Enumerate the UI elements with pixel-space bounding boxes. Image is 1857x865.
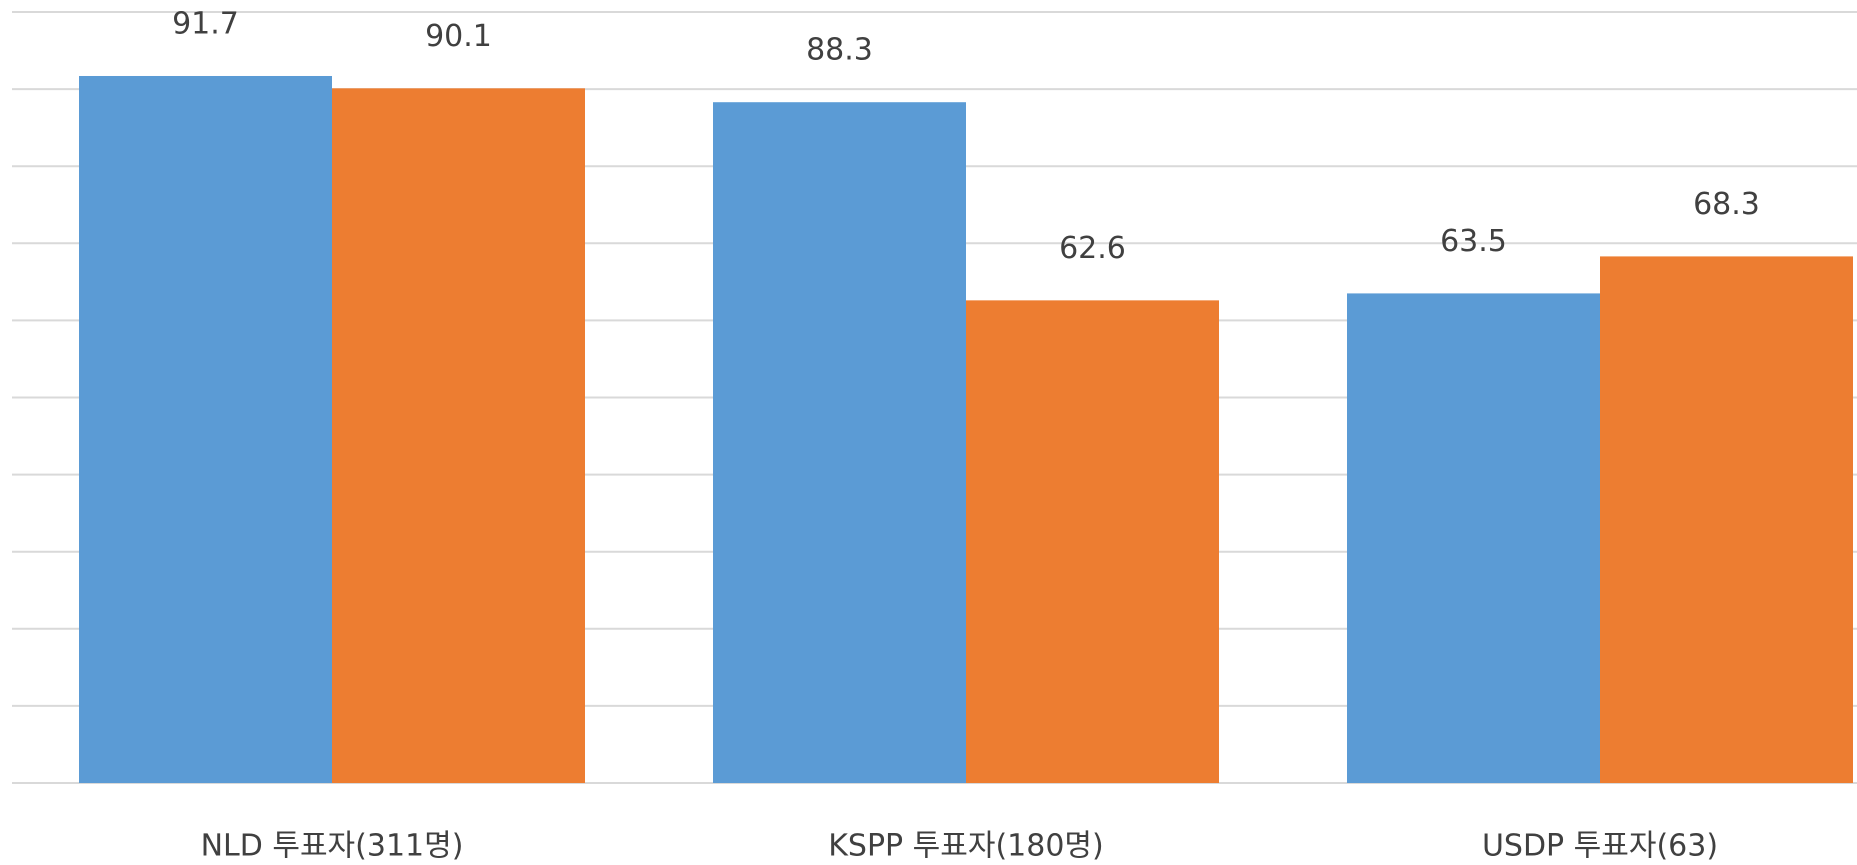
x-tick-label: KSPP 투표자(180명) [828, 829, 1104, 864]
x-tick-label: USDP 투표자(63) [1482, 829, 1718, 864]
bar [1600, 256, 1853, 784]
bar [966, 300, 1219, 783]
bar [713, 102, 966, 783]
data-label: 91.7 [172, 6, 239, 41]
data-label: 63.5 [1440, 224, 1507, 259]
x-tick-label: NLD 투표자(311명) [201, 829, 464, 864]
bar [79, 75, 332, 784]
bar [332, 88, 585, 784]
data-label: 90.1 [425, 19, 492, 54]
data-label: 88.3 [806, 33, 873, 68]
data-label: 62.6 [1059, 231, 1126, 266]
bar [1347, 293, 1600, 783]
data-label: 68.3 [1693, 187, 1760, 222]
